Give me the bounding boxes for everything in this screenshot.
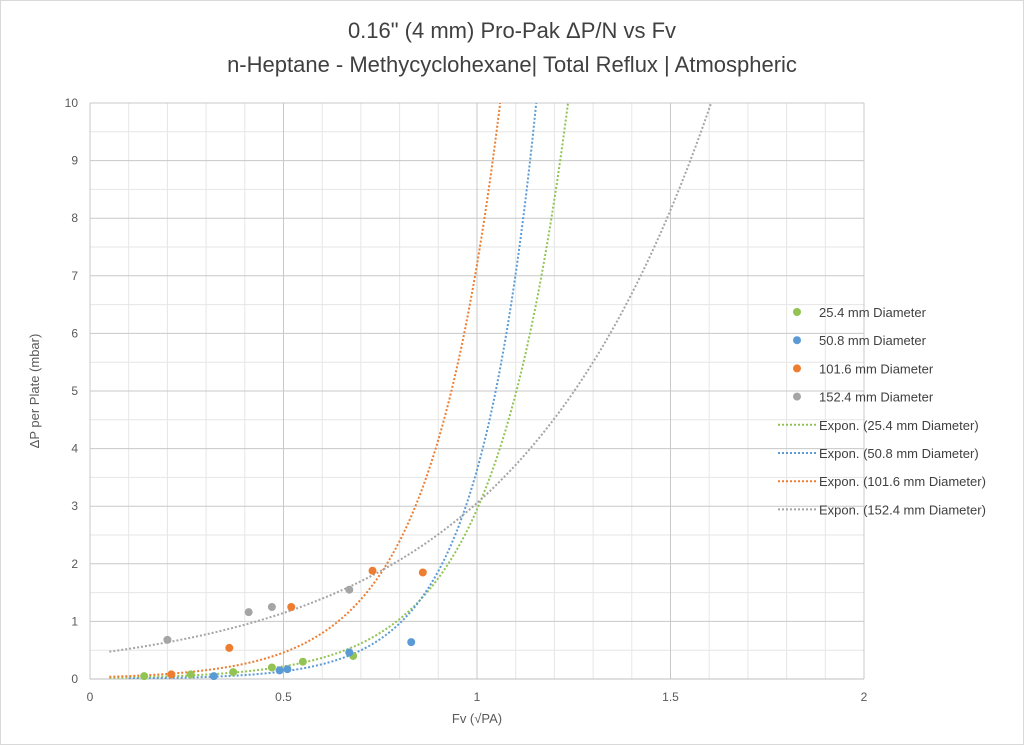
- data-point: [275, 666, 284, 675]
- trendline: [109, 103, 713, 653]
- y-tick-label: 10: [65, 96, 79, 110]
- data-point: [287, 603, 296, 611]
- legend-label: 25.4 mm Diameter: [819, 305, 927, 320]
- data-point: [267, 603, 276, 611]
- trendline: [109, 103, 502, 678]
- trendline: [128, 103, 538, 679]
- data-point: [244, 608, 253, 617]
- legend: 25.4 mm Diameter 50.8 mm Diameter 101.6 mm…: [778, 305, 986, 517]
- y-tick-label: 8: [71, 211, 78, 225]
- legend-marker: [793, 392, 801, 401]
- grid-lines: [89, 102, 865, 680]
- legend-label: 50.8 mm Diameter: [819, 333, 927, 348]
- chart-subtitle: n-Heptane - Methycyclohexane| Total Refl…: [227, 52, 797, 77]
- y-tick-label: 6: [71, 326, 78, 340]
- data-point: [345, 585, 354, 594]
- data-point: [407, 638, 416, 647]
- x-tick-label: 0: [87, 690, 94, 704]
- trendline: [109, 103, 570, 679]
- legend-marker: [793, 308, 801, 316]
- data-points: [140, 566, 427, 681]
- data-point: [267, 663, 276, 672]
- data-point: [163, 635, 172, 644]
- data-point: [229, 668, 238, 677]
- x-tick-label: 1: [474, 690, 481, 704]
- y-tick-label: 7: [71, 269, 78, 283]
- data-point: [186, 670, 195, 679]
- y-tick-label: 5: [71, 384, 78, 398]
- data-point: [283, 665, 292, 674]
- x-tick-label: 0.5: [275, 690, 292, 704]
- y-tick-label: 1: [71, 614, 78, 628]
- legend-label: Expon. (101.6 mm Diameter): [819, 474, 986, 489]
- legend-label: Expon. (50.8 mm Diameter): [819, 446, 979, 461]
- y-tick-label: 2: [71, 557, 78, 571]
- y-tick-label: 0: [71, 672, 78, 686]
- y-tick-label: 9: [71, 154, 78, 168]
- y-axis-label: ΔP per Plate (mbar): [27, 334, 42, 449]
- x-tick-label: 2: [861, 690, 868, 704]
- data-point: [418, 568, 427, 577]
- y-tick-label: 3: [71, 499, 78, 513]
- x-axis-label: Fv (√PA): [452, 711, 502, 726]
- data-point: [298, 657, 307, 666]
- data-point: [345, 648, 354, 657]
- tick-labels: 0 0.5 1 1.5 2 0 1 2 3 4 5 6 7 8 9 10: [65, 96, 868, 704]
- legend-label: 152.4 mm Diameter: [819, 390, 934, 405]
- legend-label: Expon. (152.4 mm Diameter): [819, 502, 986, 517]
- legend-label: Expon. (25.4 mm Diameter): [819, 418, 979, 433]
- data-point: [140, 672, 149, 681]
- data-point: [167, 670, 176, 679]
- chart-title: 0.16" (4 mm) Pro-Pak ΔP/N vs Fv: [347, 18, 677, 43]
- data-point: [209, 672, 218, 681]
- legend-marker: [793, 336, 801, 345]
- data-point: [225, 643, 234, 652]
- x-tick-label: 1.5: [662, 690, 679, 704]
- legend-label: 101.6 mm Diameter: [819, 361, 934, 376]
- trendlines: [109, 103, 713, 679]
- data-point: [368, 566, 377, 575]
- y-tick-label: 4: [71, 442, 78, 456]
- legend-marker: [793, 364, 801, 373]
